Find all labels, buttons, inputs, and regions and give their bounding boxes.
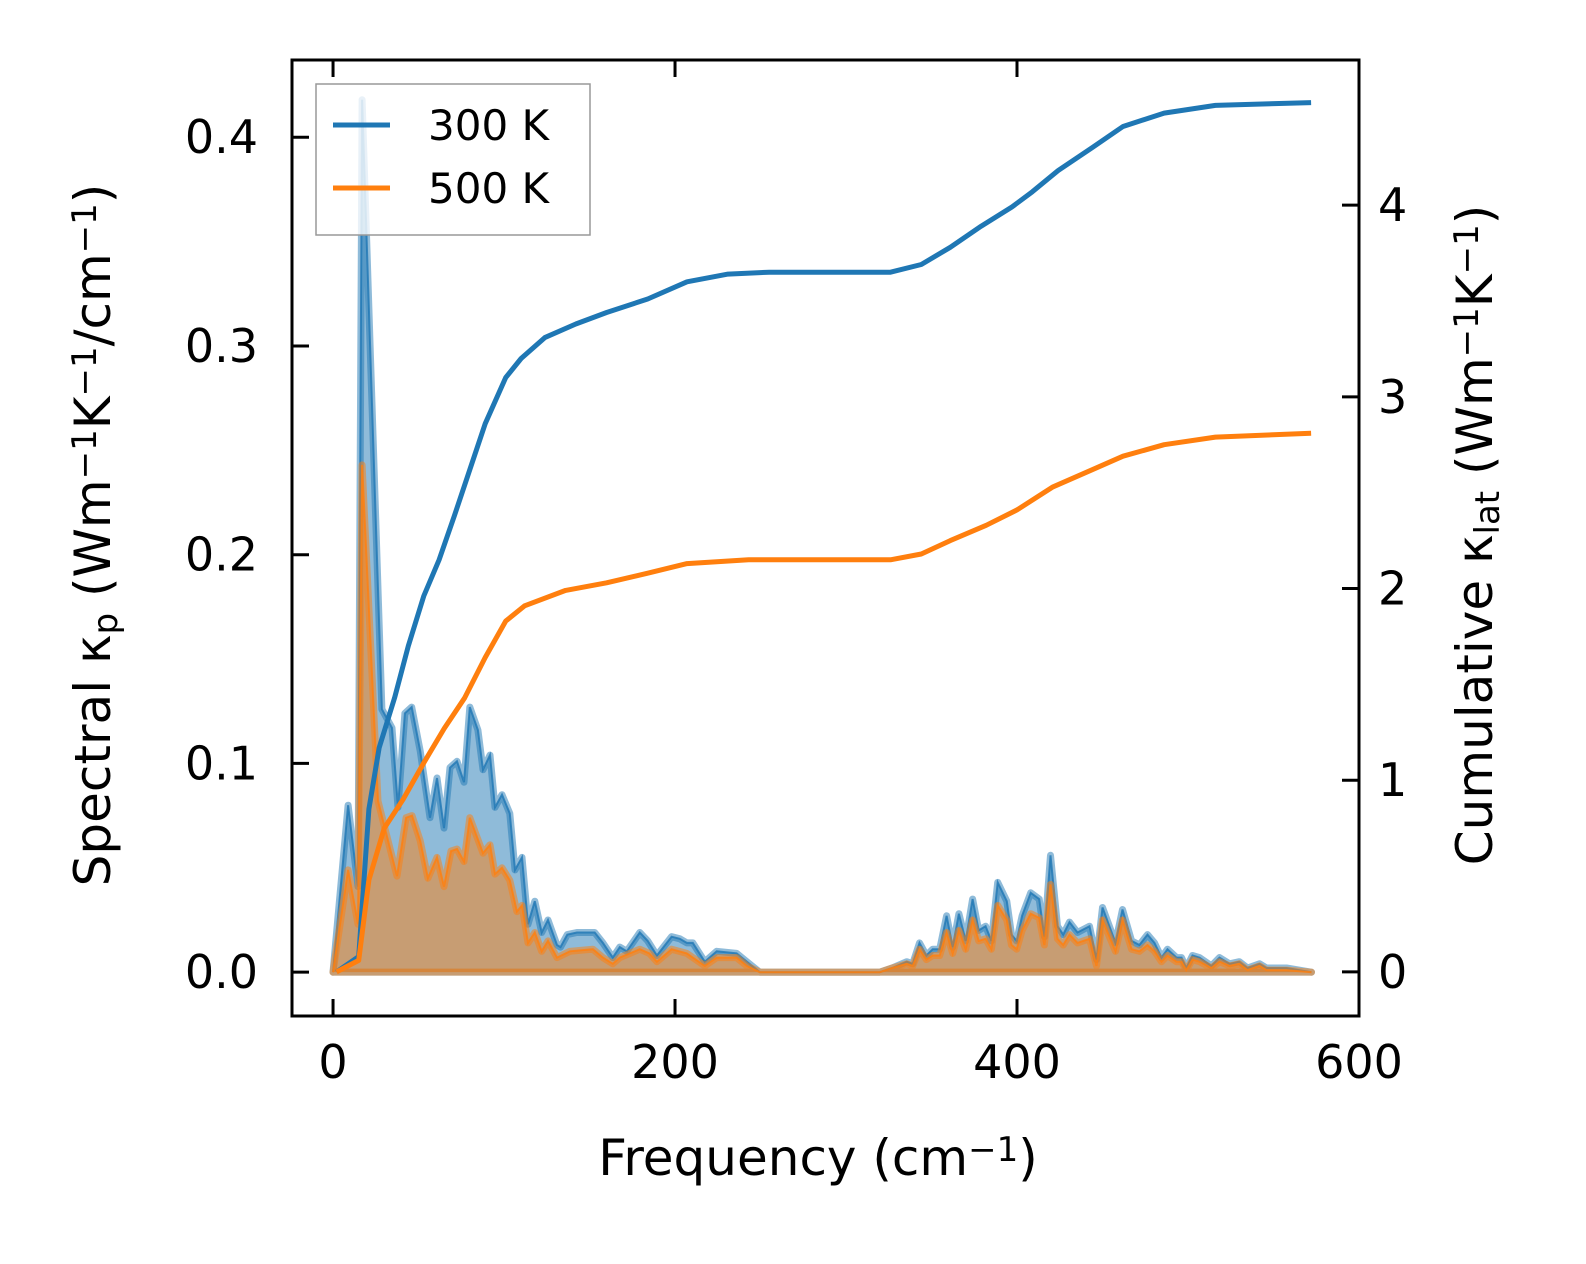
label-subscript: p (86, 613, 126, 635)
legend: 300 K 500 K (315, 83, 591, 236)
label-text: ) (1018, 1129, 1038, 1187)
y-axis-left-label: Spectral κp (Wm−1K−1/cm−1) (64, 184, 126, 887)
x-tick-label: 400 (973, 1035, 1061, 1089)
y-left-tick-label: 0.4 (185, 110, 258, 164)
label-text: K (1446, 273, 1504, 307)
plot-marks (329, 96, 1315, 976)
x-tick-label: 200 (631, 1035, 719, 1089)
label-text: Spectral κ (64, 635, 122, 887)
label-text: ) (1446, 205, 1504, 225)
y-right-tick-label: 0 (1378, 945, 1407, 999)
label-superscript: −1 (968, 1130, 1018, 1170)
label-superscript: −1 (65, 346, 105, 396)
label-text: /cm (64, 253, 122, 346)
label-superscript: −1 (65, 429, 105, 479)
legend-box (315, 83, 591, 236)
y-left-tick-label: 0.3 (185, 319, 258, 373)
cumulative-line-300k (335, 100, 1312, 974)
label-subscript: lat (1468, 491, 1508, 535)
label-text: (Wm (64, 479, 122, 613)
label-text: Frequency (cm (598, 1129, 968, 1187)
y-left-tick-label: 0.1 (185, 736, 258, 790)
y-left-tick-label: 0.0 (185, 945, 258, 999)
x-tick-label: 600 (1315, 1035, 1403, 1089)
label-text: Cumulative κ (1446, 534, 1504, 865)
y-right-tick-label: 1 (1378, 753, 1407, 807)
label-text: ) (64, 184, 122, 204)
label-superscript: −1 (1447, 224, 1487, 274)
legend-label-300k: 300 K (428, 101, 551, 150)
label-superscript: −1 (1447, 307, 1487, 357)
x-tick-label: 0 (318, 1035, 347, 1089)
label-text: (Wm (1446, 357, 1504, 491)
y-left-tick-label: 0.2 (185, 528, 258, 582)
spectral-line-500k (332, 464, 1312, 974)
spectral-area-500k (329, 461, 1315, 976)
label-superscript: −1 (65, 203, 105, 253)
label-text: K (64, 395, 122, 429)
plot-frame (290, 58, 1361, 1018)
y-right-tick-label: 2 (1378, 562, 1407, 616)
legend-label-500k: 500 K (428, 164, 551, 213)
y-right-tick-label: 4 (1378, 178, 1407, 232)
y-right-tick-label: 3 (1378, 370, 1407, 424)
cumulative-line-500k (335, 430, 1312, 975)
x-axis-label: Frequency (cm−1) (598, 1129, 1038, 1187)
y-axis-right-label: Cumulative κlat (Wm−1K−1) (1446, 205, 1508, 865)
axis-ticks: 0 200 400 600 0.0 0.1 0.2 0.3 0.4 0 1 2 3 4 (185, 60, 1407, 1089)
